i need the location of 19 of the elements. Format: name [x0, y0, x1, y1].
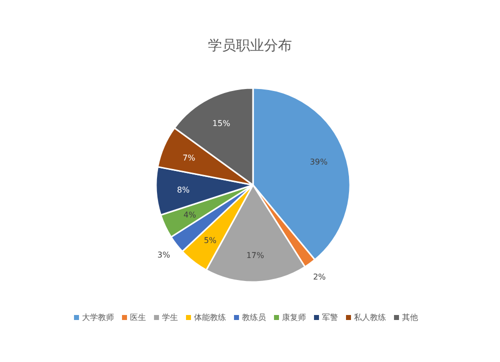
- data-label: 15%: [212, 118, 231, 128]
- legend-label: 其他: [402, 313, 418, 322]
- data-label: 5%: [204, 236, 217, 246]
- data-label: 8%: [176, 185, 190, 194]
- legend-label: 医生: [130, 313, 146, 322]
- data-label: 17%: [246, 250, 264, 260]
- data-label: 7%: [182, 153, 196, 162]
- chart-title: 学员职业分布: [208, 38, 292, 54]
- legend-label: 私人教练: [354, 313, 386, 322]
- data-label: 39%: [310, 157, 328, 166]
- legend-label: 康复师: [282, 313, 306, 322]
- legend-label: 学生: [162, 313, 178, 322]
- data-label: 3%: [157, 250, 170, 260]
- legend-label: 教练员: [242, 313, 266, 322]
- data-label: 2%: [313, 272, 326, 282]
- data-label: 4%: [183, 210, 197, 220]
- legend-label: 体能教练: [194, 313, 226, 322]
- legend-label: 大学教师: [82, 313, 114, 322]
- legend-label: 军警: [322, 313, 338, 322]
